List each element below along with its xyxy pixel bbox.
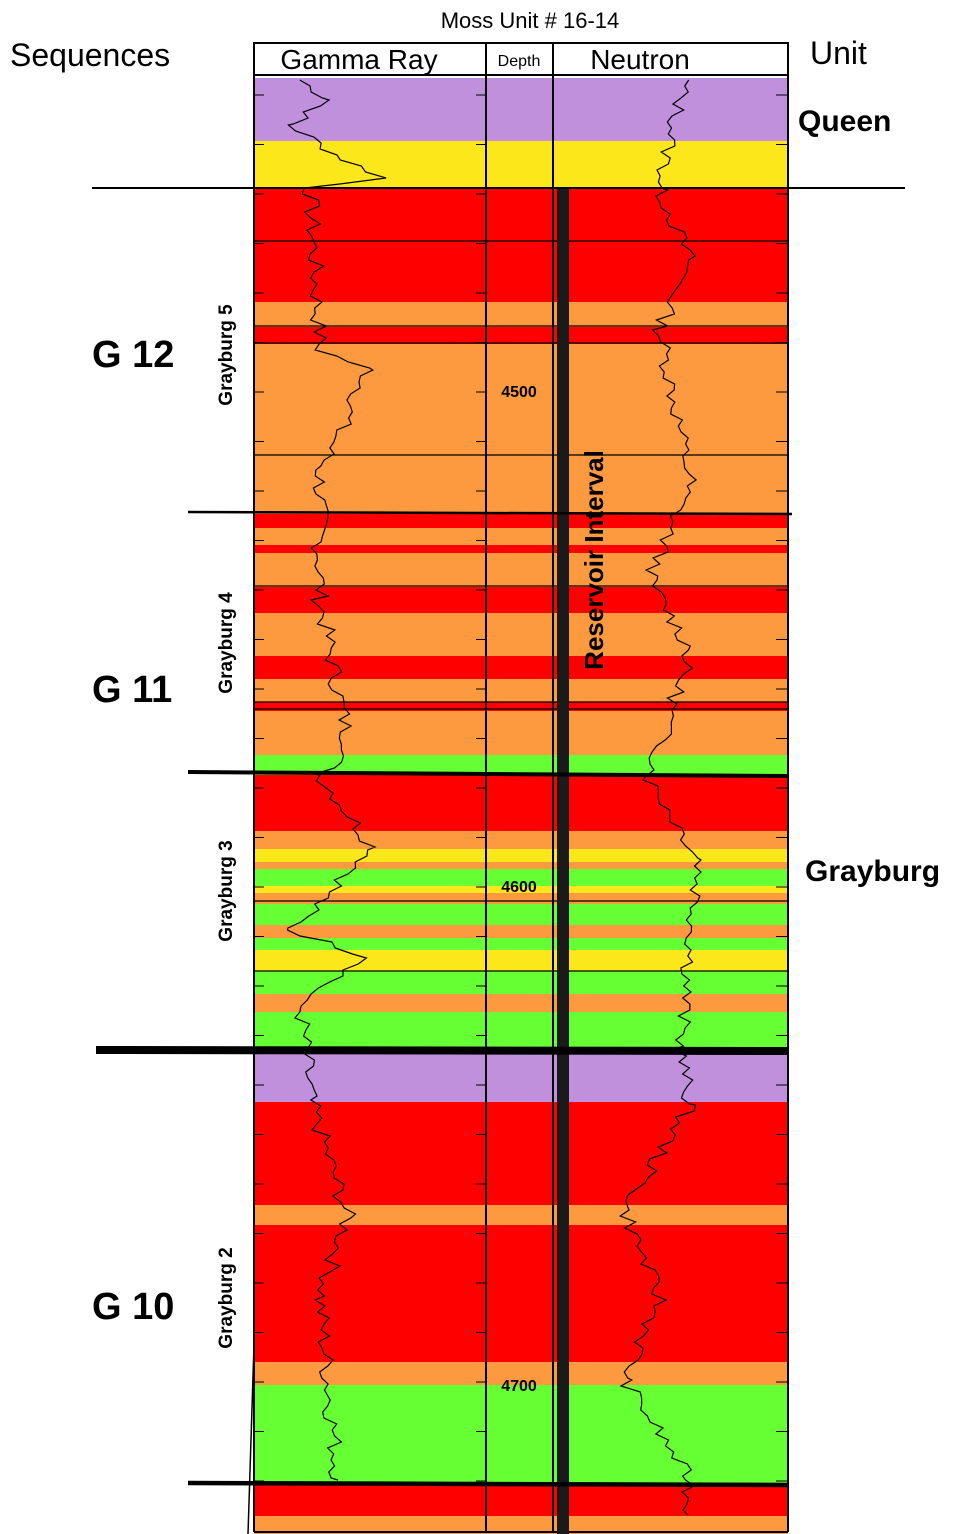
facies-band xyxy=(254,1485,788,1516)
sequence-boundary-line xyxy=(95,1046,789,1055)
gamma-ray-header: Gamma Ray xyxy=(280,44,437,75)
facies-band xyxy=(254,553,788,587)
facies-band xyxy=(254,679,788,702)
sequence-label-g11: G 11 xyxy=(92,669,172,711)
depth-header: Depth xyxy=(498,53,541,70)
depth-label-4700: 4700 xyxy=(501,1378,537,1395)
facies-band xyxy=(254,950,788,971)
facies-band xyxy=(254,613,788,656)
facies-band xyxy=(254,514,788,528)
facies-band xyxy=(254,1102,788,1205)
reservoir-interval-label: Reservoir Interval xyxy=(579,450,609,670)
facies-band xyxy=(254,1012,788,1050)
facies-band xyxy=(254,1050,788,1102)
facies-band xyxy=(254,862,788,869)
facies-band xyxy=(254,893,788,904)
facies-band xyxy=(254,994,788,1012)
facies-band xyxy=(254,78,788,141)
facies-band xyxy=(254,344,788,514)
sequence-boundary-line xyxy=(187,510,793,516)
facies-band xyxy=(254,702,788,711)
facies-band xyxy=(254,938,788,950)
facies-band xyxy=(254,775,788,831)
sequence-boundaries xyxy=(92,187,905,1488)
facies-band xyxy=(254,188,788,302)
unit-label-queen: Queen xyxy=(798,105,891,138)
facies-band xyxy=(254,302,788,327)
facies-band xyxy=(254,886,788,893)
facies-band xyxy=(254,656,788,679)
sequence-boundary-line xyxy=(187,770,789,778)
sequence-boundary-line xyxy=(187,1480,789,1488)
sequence-label-g12: G 12 xyxy=(92,334,174,376)
well-title: Moss Unit # 16-14 xyxy=(441,8,620,33)
facies-band xyxy=(254,1205,788,1225)
facies-band xyxy=(254,1516,788,1534)
facies-band xyxy=(254,1362,788,1385)
unit-label-grayburg: Grayburg xyxy=(805,855,940,888)
facies-bands xyxy=(254,78,788,1534)
parasequence-label-grayburg-5: Grayburg 5 xyxy=(216,304,237,406)
facies-band xyxy=(254,849,788,862)
gamma-ray-curve xyxy=(286,79,387,1481)
parasequence-label-grayburg-2: Grayburg 2 xyxy=(216,1247,237,1348)
depth-label-4600: 4600 xyxy=(501,879,537,896)
sequences-header: Sequences xyxy=(10,37,170,73)
parasequence-label-grayburg-3: Grayburg 3 xyxy=(216,840,237,941)
facies-band xyxy=(254,904,788,925)
depth-label-4500: 4500 xyxy=(501,384,537,401)
facies-band xyxy=(254,925,788,938)
neutron-curve xyxy=(618,79,702,1516)
facies-band xyxy=(254,327,788,344)
neutron-header: Neutron xyxy=(590,44,690,75)
reservoir-interval-bar xyxy=(557,188,569,1534)
left-edge-offset-line xyxy=(247,1344,255,1534)
unit-header: Unit xyxy=(810,35,867,71)
bed-boundaries xyxy=(254,94,788,1482)
facies-band xyxy=(254,1225,788,1362)
facies-band xyxy=(254,587,788,613)
log-curves xyxy=(286,79,702,1516)
sequence-label-g10: G 10 xyxy=(92,1286,174,1328)
parasequence-label-grayburg-4: Grayburg 4 xyxy=(216,592,237,694)
facies-band xyxy=(254,545,788,553)
facies-band xyxy=(254,528,788,545)
log-frame xyxy=(247,42,789,1534)
facies-band xyxy=(254,141,788,188)
facies-band xyxy=(254,831,788,849)
facies-band xyxy=(254,971,788,994)
facies-band xyxy=(254,869,788,886)
facies-band xyxy=(254,1385,788,1485)
facies-band xyxy=(254,711,788,755)
